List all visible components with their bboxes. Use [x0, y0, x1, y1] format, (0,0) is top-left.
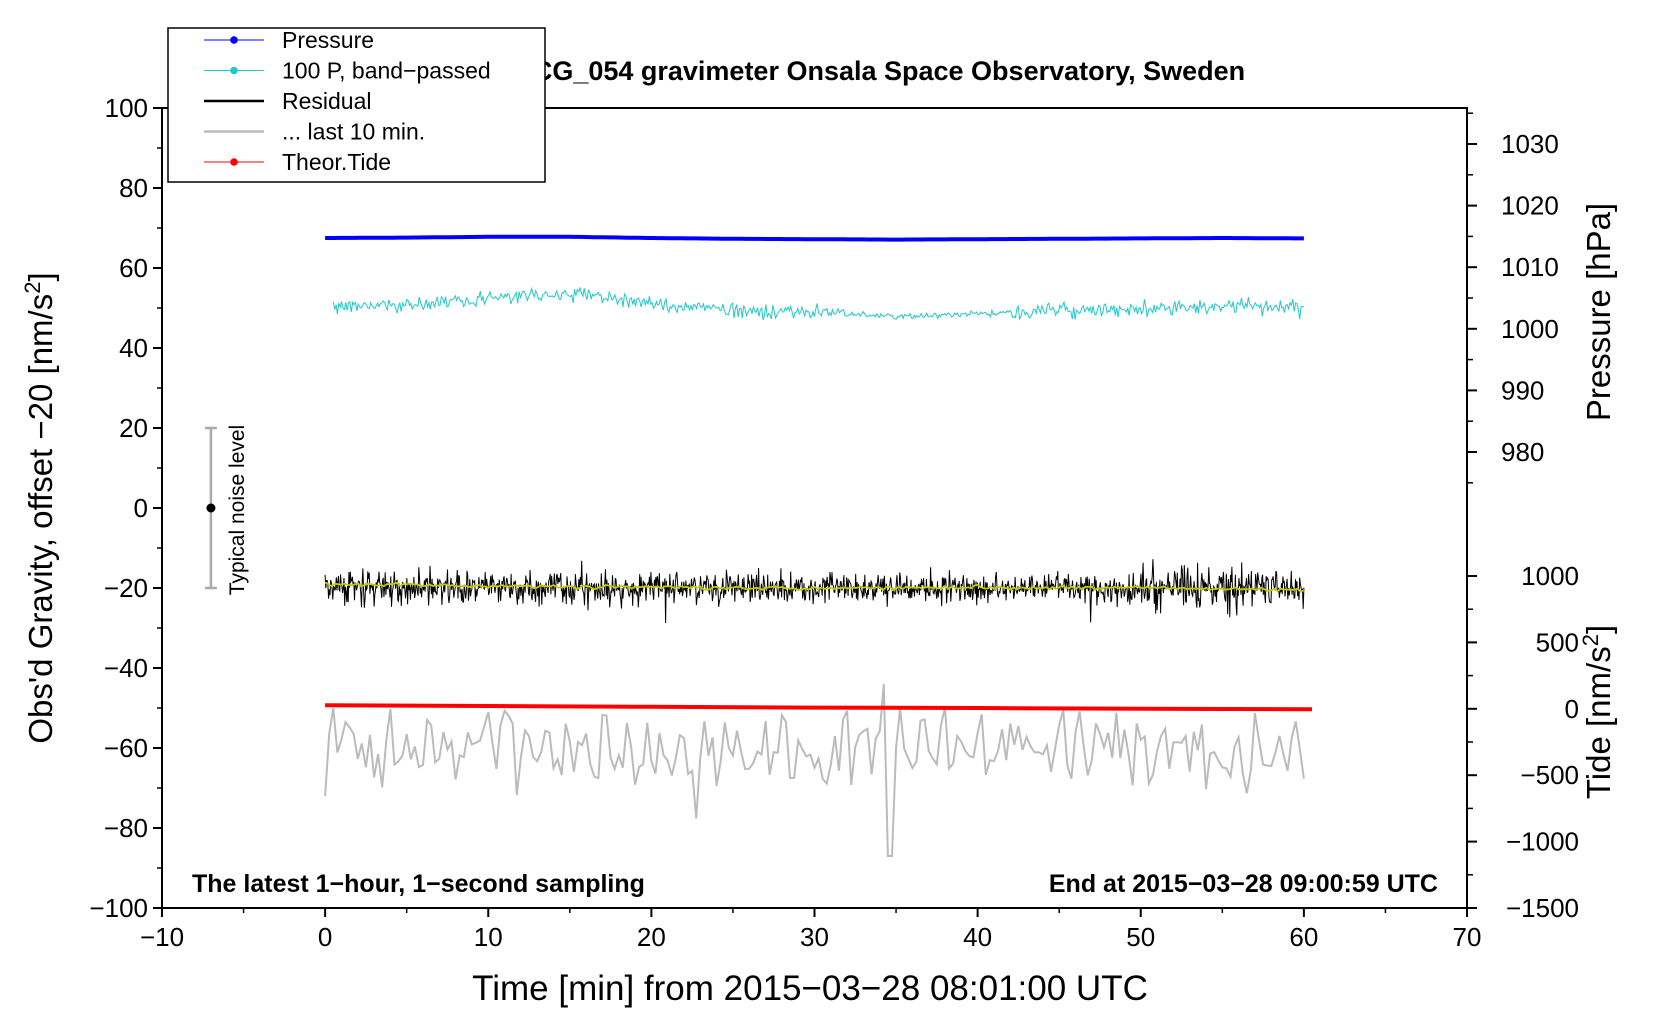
y-tick-label: 100	[105, 93, 148, 123]
x-tick-label: 40	[963, 922, 992, 952]
annotation-end-time: End at 2015−03−28 09:00:59 UTC	[1049, 870, 1438, 898]
pressure-tick-label: 990	[1501, 375, 1544, 405]
tide-tick-label: −1500	[1506, 893, 1579, 923]
series-layer	[324, 234, 1313, 857]
series-last-10-min-line	[324, 683, 1305, 857]
y-tick-label: 40	[119, 333, 148, 363]
y-axis-label-gravity: Obs'd Gravity, offset −20 [nm/s2]	[20, 272, 59, 743]
y-tick-label: −100	[89, 893, 148, 923]
pressure-tick-label: 1030	[1501, 129, 1559, 159]
pressure-tick-label: 1020	[1501, 191, 1559, 221]
annotation-sampling: The latest 1−hour, 1−second sampling	[192, 870, 645, 898]
x-tick-label: 50	[1126, 922, 1155, 952]
legend-label: ... last 10 min.	[282, 119, 425, 145]
y-tick-label: 0	[134, 493, 148, 523]
y-tick-label: 60	[119, 253, 148, 283]
tide-tick-label: 500	[1536, 627, 1579, 657]
legend: Pressure 100 P, band−passed Residual ... la…	[167, 27, 546, 183]
tide-tick-label: −1000	[1506, 827, 1579, 857]
legend-marker	[230, 66, 238, 75]
pressure-tick-label: 980	[1501, 437, 1544, 467]
y-axis-label-pressure: Pressure [hPa]	[1580, 203, 1617, 421]
legend-label: Pressure	[282, 27, 374, 53]
x-tick-label: −10	[140, 922, 184, 952]
tide-tick-label: 0	[1565, 694, 1579, 724]
x-tick-label: 60	[1289, 922, 1318, 952]
legend-label: Residual	[282, 88, 372, 114]
y-tick-label: −60	[104, 733, 148, 763]
x-axis-label: Time [min] from 2015−03−28 08:01:00 UTC	[472, 969, 1148, 1008]
x-tick-label: 70	[1453, 922, 1482, 952]
legend-label: 100 P, band−passed	[282, 58, 491, 84]
y-axis-label-tide-sup: 2	[1578, 634, 1603, 646]
series-pressure-line	[325, 234, 1304, 242]
series-pressure-bandpassed-line	[332, 286, 1305, 321]
y-tick-label: 20	[119, 413, 148, 443]
legend-marker	[230, 36, 238, 44]
legend-label: Theor.Tide	[282, 149, 391, 175]
x-tick-label: 30	[800, 922, 829, 952]
y-tick-label: −40	[104, 653, 148, 683]
noise-bar-center-dot	[206, 503, 216, 513]
y-axis-label-gravity-close: ]	[22, 272, 59, 281]
tide-tick-label: 1000	[1521, 561, 1579, 591]
y-axis-label-tide-close: ]	[1580, 625, 1617, 634]
y-axis-label-gravity-sup: 2	[20, 282, 45, 294]
legend-marker	[230, 158, 238, 166]
axis-layer: −10 0 10 20 30 40 50 60 70−100−80−60−40−20020406…	[89, 93, 1579, 952]
y-tick-label: 80	[119, 173, 148, 203]
y-axis-label-tide-main: Tide [nm/s	[1580, 646, 1617, 799]
series-residual-smoothed-line	[324, 581, 1305, 593]
y-tick-label: −80	[104, 813, 148, 843]
chart-title: SCG_054 gravimeter Onsala Space Observat…	[515, 56, 1245, 86]
legend-box	[167, 27, 546, 183]
noise-bar	[204, 426, 217, 590]
x-tick-label: 0	[318, 922, 332, 952]
tide-tick-label: −500	[1520, 760, 1579, 790]
pressure-tick-label: 1010	[1501, 252, 1559, 282]
y-axis-label-gravity-main: Obs'd Gravity, offset −20 [nm/s	[22, 294, 59, 744]
y-tick-label: −20	[104, 573, 148, 603]
noise-level-label: Typical noise level	[226, 425, 249, 595]
series-theor-tide-line	[325, 703, 1313, 712]
x-tick-label: 20	[637, 922, 666, 952]
y-axis-label-tide: Tide [nm/s2]	[1578, 625, 1617, 799]
x-tick-label: 10	[474, 922, 503, 952]
pressure-tick-label: 1000	[1501, 314, 1559, 344]
